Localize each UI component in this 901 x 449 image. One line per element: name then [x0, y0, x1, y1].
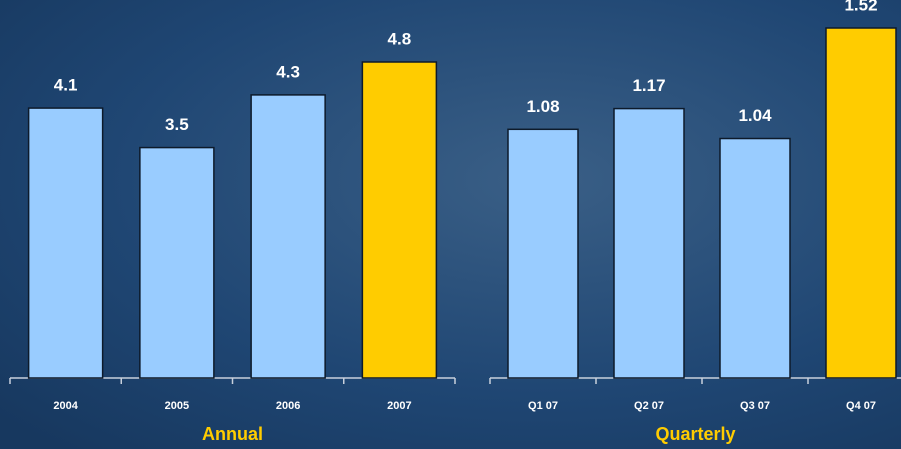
bar	[613, 107, 685, 379]
bar	[250, 94, 326, 379]
bar	[27, 107, 104, 379]
data-label: 4.3	[276, 62, 300, 81]
x-axis-label: Annual	[202, 424, 263, 444]
x-tick-label: 2006	[276, 400, 300, 412]
bar	[139, 146, 215, 379]
data-label: 1.17	[632, 76, 665, 95]
data-label: 1.04	[738, 106, 772, 125]
x-tick-label: Q1 07	[528, 400, 558, 412]
bar	[361, 61, 438, 379]
x-tick-label: 2004	[53, 400, 78, 412]
x-tick-label: 2005	[165, 400, 189, 412]
x-tick-label: Q2 07	[634, 400, 664, 412]
bar	[825, 27, 897, 379]
bar	[719, 137, 791, 379]
data-label: 4.1	[54, 76, 78, 95]
data-label: 3.5	[165, 115, 189, 134]
data-label: 4.8	[388, 29, 412, 48]
x-tick-label: Q4 07	[846, 400, 876, 412]
data-label: 1.52	[844, 0, 877, 14]
bar	[507, 128, 579, 379]
x-tick-label: Q3 07	[740, 400, 770, 412]
x-tick-label: 2007	[387, 400, 411, 412]
x-axis-label: Quarterly	[655, 424, 735, 444]
data-label: 1.08	[526, 97, 559, 116]
